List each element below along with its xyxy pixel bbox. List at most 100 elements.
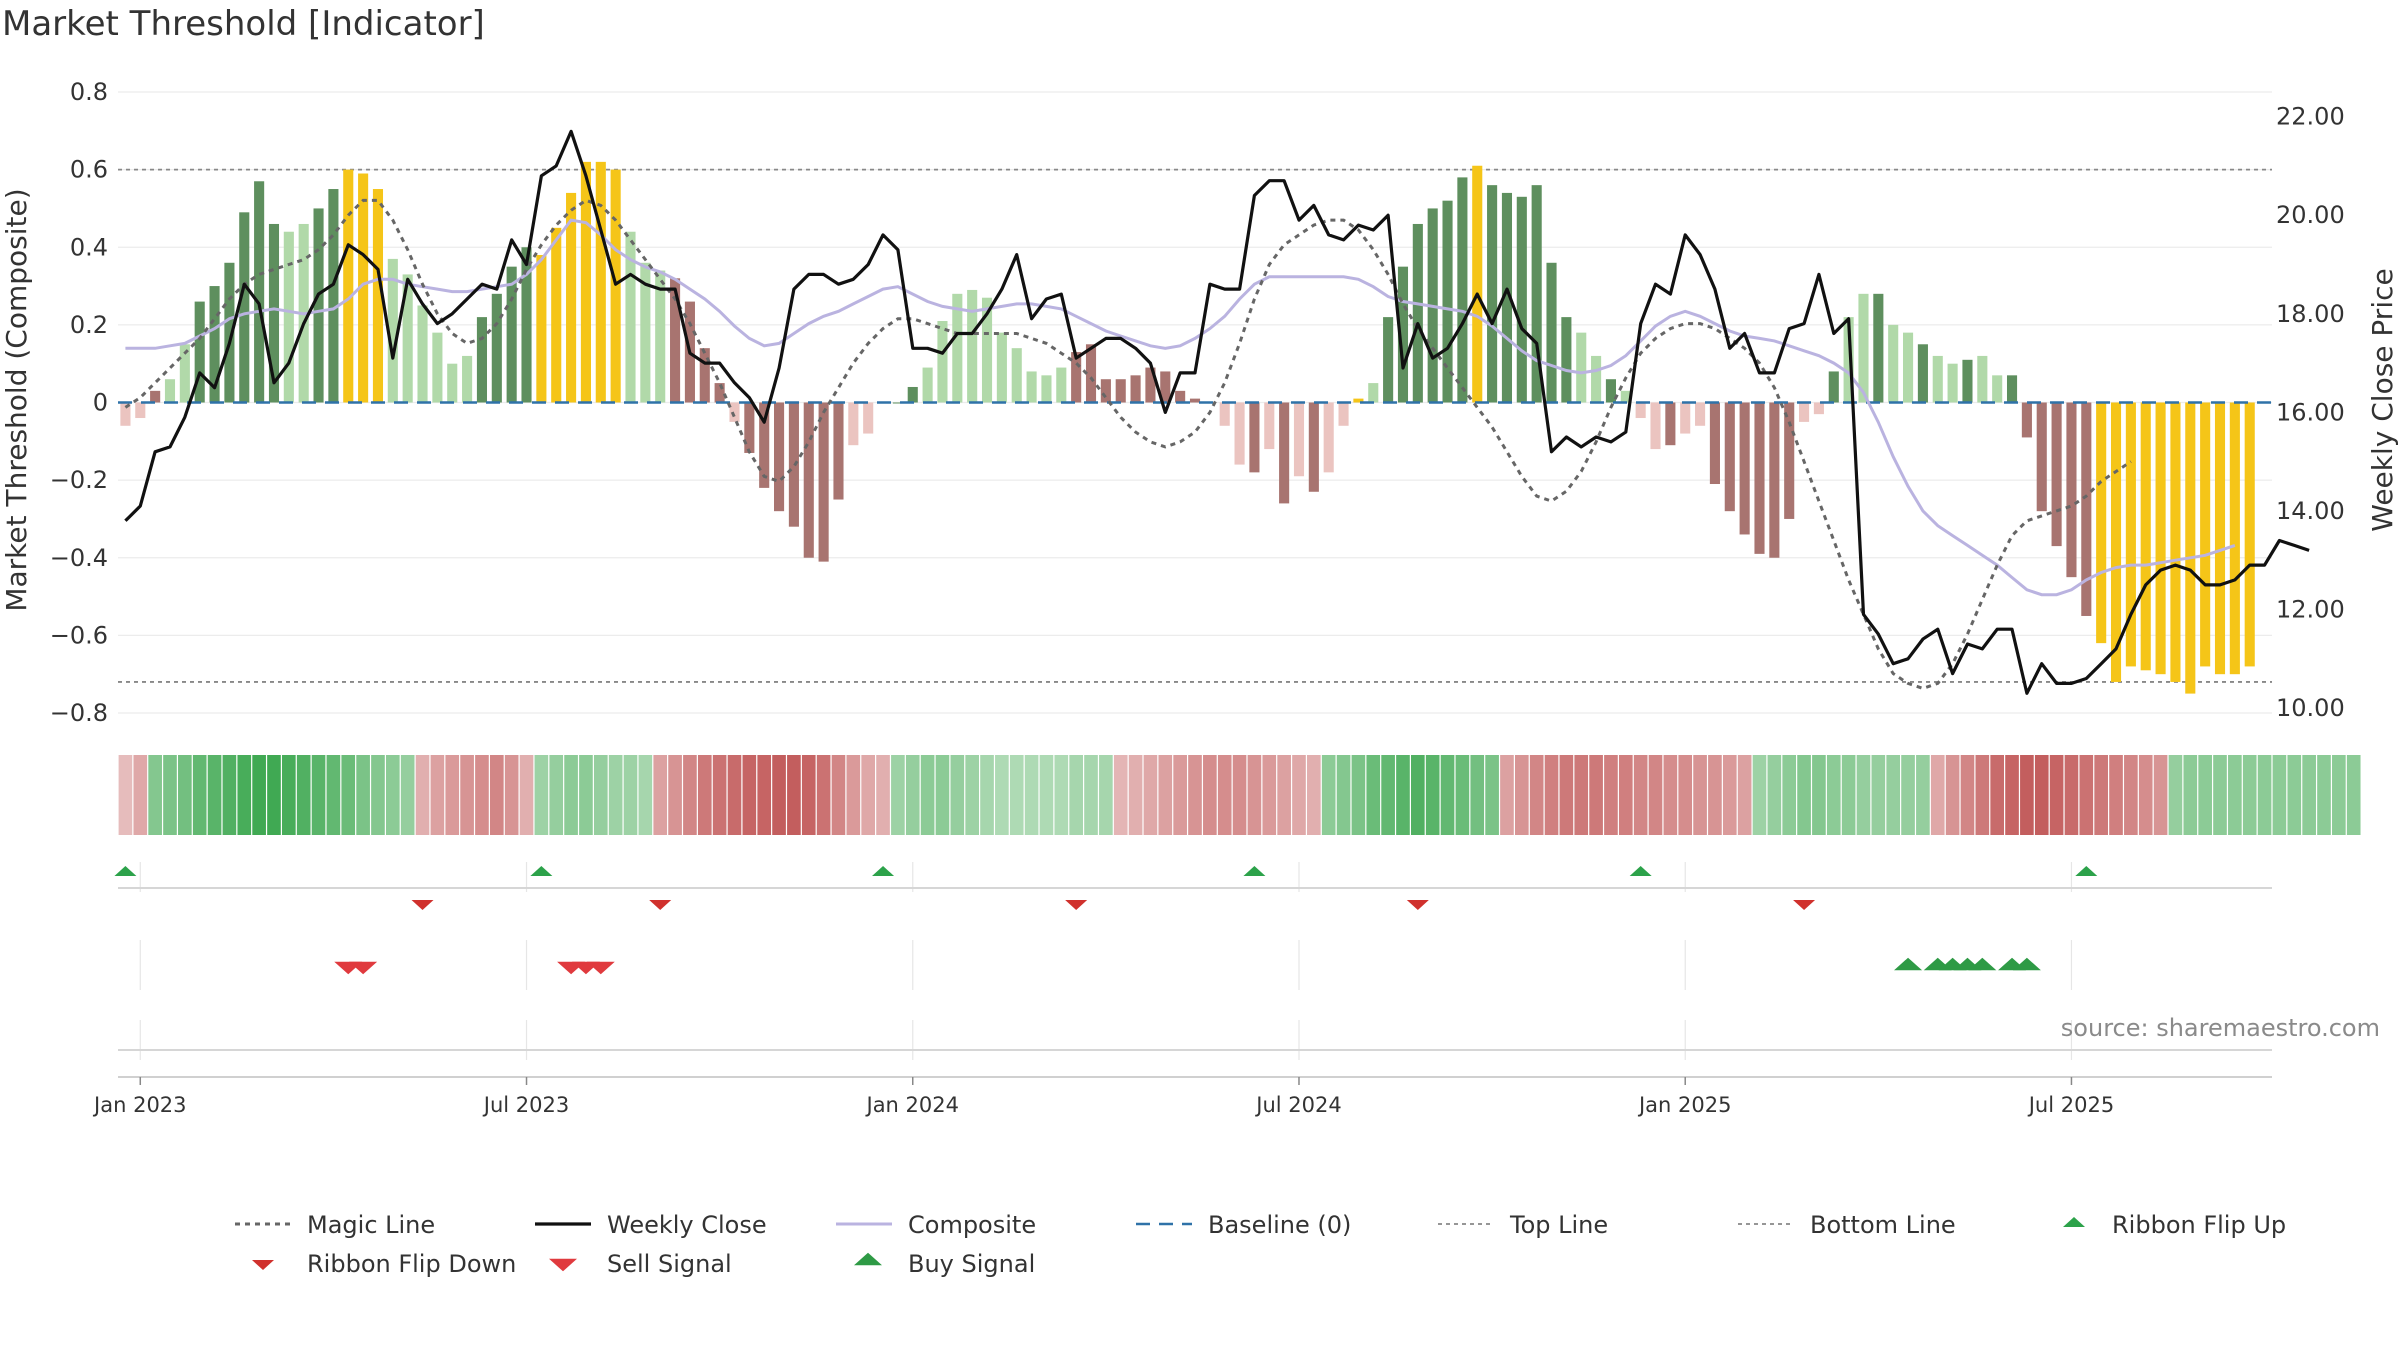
composite-bar (1501, 192, 1513, 403)
reference-lines (118, 168, 2272, 683)
composite-bar (1056, 367, 1067, 403)
ribbon-cell (1663, 755, 1678, 835)
composite-bar (1754, 402, 1765, 554)
composite-bar (1412, 223, 1423, 403)
ribbon-cell (1797, 755, 1811, 835)
y2-tick-label: 18.00 (2276, 300, 2345, 328)
composite-bar (833, 402, 844, 500)
ribbon-cell (564, 755, 578, 835)
y-tick-label: −0.6 (50, 621, 108, 649)
composite-bar (447, 363, 458, 403)
composite-bar (432, 332, 443, 403)
ribbon-cell (2317, 755, 2331, 835)
composite-bar (1085, 344, 1097, 403)
ribbon-cell (1277, 755, 1291, 835)
ribbon-cell (1128, 755, 1143, 835)
composite-bar (1160, 371, 1171, 403)
ribbon-cell (653, 755, 668, 835)
ribbon-cell (1440, 755, 1455, 835)
ribbon-flip-down-marker (1793, 900, 1816, 910)
ribbon-cell (1262, 755, 1277, 835)
ribbon-cell (400, 755, 415, 835)
composite-bar (1189, 398, 1201, 403)
sell-signal-marker (349, 961, 378, 975)
ribbon-cell (1411, 755, 1425, 835)
ribbon-cell (1901, 755, 1915, 835)
legend-item: Weekly Close (535, 1211, 767, 1239)
legend-label: Top Line (1509, 1211, 1608, 1239)
composite-bar (2214, 402, 2226, 675)
ribbon-cell (1247, 755, 1262, 835)
composite-bar (655, 270, 666, 403)
composite-bar (1947, 363, 1958, 403)
composite-bar (343, 169, 354, 403)
ribbon-cell (1945, 755, 1960, 835)
ribbon-cell (727, 755, 742, 835)
ribbon-cell (1143, 755, 1158, 835)
ribbon-cell (1217, 755, 1232, 835)
ribbon-cell (816, 755, 831, 835)
ribbon-cell (772, 755, 786, 835)
ribbon-cell (1559, 755, 1574, 835)
composite-bar (1516, 196, 1527, 403)
ribbon-cell (1321, 755, 1336, 835)
composite-bar (1249, 402, 1260, 473)
ribbon-cell (2257, 755, 2272, 835)
ribbon-cell (1485, 755, 1499, 835)
legend-item: Top Line (1438, 1211, 1608, 1239)
ribbon-cell (742, 755, 757, 835)
ribbon-cell (460, 755, 474, 835)
y-tick-label: −0.4 (50, 544, 108, 572)
composite-bar (863, 402, 874, 434)
ribbon-cell (697, 755, 712, 835)
composite-bar (1888, 324, 1899, 403)
ribbon-cell (2153, 755, 2168, 835)
composite-bar (1962, 359, 1973, 403)
ribbon-cell (1960, 755, 1975, 835)
composite-bar (1709, 402, 1720, 485)
composite-bar (1932, 355, 1943, 403)
ribbon-cell (965, 755, 979, 835)
legend-label: Weekly Close (607, 1211, 767, 1239)
sell-signal-marker (586, 961, 615, 975)
legend-label: Ribbon Flip Up (2112, 1211, 2286, 1239)
y-tick-label: 0 (93, 389, 108, 417)
composite-bar (1368, 383, 1379, 403)
ribbon-flip-up-marker (872, 866, 895, 876)
legend-item: Sell Signal (549, 1250, 732, 1278)
ribbon-cell (1975, 755, 1990, 835)
ribbon-cell (683, 755, 697, 835)
y-tick-label: 0.8 (70, 78, 108, 106)
ribbon-cell (1381, 755, 1395, 835)
ribbon-cell (1693, 755, 1707, 835)
composite-bar (640, 262, 651, 403)
composite-bar (1041, 375, 1052, 403)
legend-label: Buy Signal (908, 1250, 1035, 1278)
composite-bar (2051, 402, 2062, 547)
composite-bar (1279, 402, 1290, 504)
composite-bar (967, 289, 978, 403)
ribbon-cell (2094, 755, 2108, 835)
ribbon-cell (2346, 755, 2361, 835)
composite-bar (1695, 402, 1706, 426)
ribbon-cell (861, 755, 876, 835)
composite-bar (1531, 185, 1542, 403)
ribbon-cell (1425, 755, 1440, 835)
composite-bar (1323, 402, 1334, 473)
composite-bar (892, 402, 903, 404)
x-axis: Jan 2023 Jul 2023 Jan 2024 Jul 2024 Jan 2025… (92, 1077, 2114, 1117)
ribbon-cell (593, 755, 608, 835)
composite-bar (803, 402, 814, 558)
composite-bar (1591, 355, 1602, 403)
ribbon-cell (1529, 755, 1544, 835)
buy-signal-marker (1968, 957, 1997, 971)
ribbon-cell (1455, 755, 1470, 835)
composite-bar (239, 212, 250, 403)
ribbon-cell (1990, 755, 2005, 835)
composite-bar (536, 255, 547, 403)
composite-bar (1308, 402, 1319, 492)
y2-tick-label: 20.00 (2276, 201, 2345, 229)
y2-tick-label: 14.00 (2276, 497, 2345, 525)
ribbon-flip-down-marker (411, 900, 434, 910)
composite-bar (952, 293, 963, 403)
